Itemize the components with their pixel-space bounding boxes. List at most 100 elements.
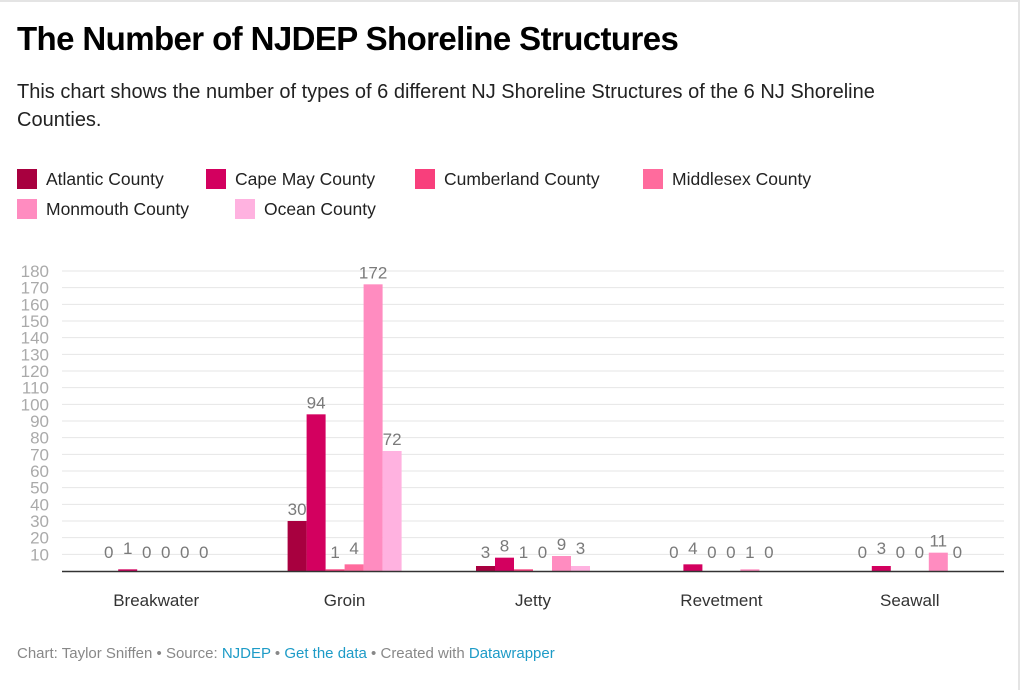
footer-separator: • (270, 645, 285, 662)
get-the-data-link[interactable]: Get the data (284, 645, 367, 662)
data-label: 172 (359, 263, 387, 282)
source-link[interactable]: NJDEP (221, 645, 271, 662)
legend-swatch (235, 199, 255, 219)
data-label: 8 (500, 537, 509, 556)
data-label: 0 (180, 543, 189, 562)
footer-byline: Chart: Taylor Sniffen (17, 645, 153, 662)
data-label: 4 (688, 539, 697, 558)
y-tick-label: 20 (30, 529, 49, 548)
bar (871, 566, 891, 571)
data-label: 1 (519, 543, 528, 562)
y-tick-label: 70 (30, 445, 49, 464)
bar (571, 566, 590, 571)
bar (552, 556, 571, 571)
footer-separator: • (152, 645, 166, 662)
bar (363, 284, 383, 571)
y-tick-label: 130 (21, 345, 49, 364)
data-label: 0 (915, 543, 924, 562)
y-tick-label: 170 (21, 279, 49, 298)
y-tick-label: 110 (22, 379, 49, 398)
y-tick-label: 180 (21, 262, 49, 281)
x-axis-ticks: Breakwater Groin Jetty Revetment Seawall (113, 591, 939, 610)
bar-chart: 1020304050607080901001101201301401501601… (21, 262, 1004, 610)
legend-swatch (206, 169, 226, 189)
data-label: 0 (707, 543, 716, 562)
legend-item-cumberland: Cumberland County (415, 169, 631, 190)
data-label: 3 (877, 539, 886, 558)
y-tick-label: 140 (21, 329, 49, 348)
y-tick-label: 80 (30, 429, 49, 448)
data-label: 0 (858, 543, 867, 562)
bar (928, 552, 948, 571)
legend-row-2: Monmouth County Ocean County (17, 199, 1007, 219)
x-tick-label: Revetment (680, 591, 762, 610)
bar (325, 569, 345, 571)
data-label: 72 (383, 430, 402, 449)
y-tick-label: 50 (30, 479, 49, 498)
bar (344, 564, 364, 571)
y-axis-ticks: 1020304050607080901001101201301401501601… (21, 262, 49, 564)
legend-swatch (17, 199, 37, 219)
data-label: 1 (123, 539, 132, 558)
data-label: 0 (199, 543, 208, 562)
legend-item-ocean: Ocean County (235, 199, 376, 220)
bar (514, 569, 533, 571)
footer-source-label: Source: (165, 645, 222, 662)
x-tick-label: Seawall (880, 591, 940, 610)
footer: Chart: Taylor Sniffen • Source: NJDEP • … (17, 645, 555, 662)
datawrapper-link[interactable]: Datawrapper (468, 645, 555, 662)
y-tick-label: 160 (21, 295, 49, 314)
data-label: 11 (929, 532, 947, 551)
y-tick-label: 30 (30, 512, 49, 531)
y-tick-label: 90 (30, 412, 49, 431)
legend-label: Atlantic County (46, 168, 164, 189)
data-label: 0 (104, 543, 113, 562)
chart-subtitle: This chart shows the number of types of … (17, 81, 875, 131)
bar (476, 566, 495, 571)
y-tick-label: 10 (30, 545, 49, 564)
legend-label: Cumberland County (444, 168, 600, 189)
legend-swatch (643, 169, 663, 189)
legend-item-middlesex: Middlesex County (643, 169, 811, 190)
gridlines (62, 270, 1004, 555)
legend-item-cape-may: Cape May County (206, 169, 403, 190)
data-label: 9 (557, 535, 566, 554)
data-label: 0 (726, 543, 735, 562)
legend-label: Ocean County (264, 198, 376, 219)
bar (495, 557, 514, 571)
data-label: 0 (669, 543, 678, 562)
y-tick-label: 40 (30, 495, 49, 514)
bar (683, 564, 703, 571)
data-label: 94 (307, 393, 326, 412)
chart-title: The Number of NJDEP Shoreline Structures (17, 20, 679, 57)
x-tick-label: Breakwater (113, 591, 199, 610)
y-tick-label: 120 (21, 362, 49, 381)
legend-swatch (415, 169, 435, 189)
y-tick-label: 150 (21, 312, 49, 331)
bar (306, 414, 326, 571)
data-label: 0 (896, 543, 905, 562)
legend: Atlantic County Cape May County Cumberla… (17, 169, 1007, 229)
data-label: 4 (349, 539, 358, 558)
data-label: 3 (576, 539, 585, 558)
data-label: 0 (953, 543, 962, 562)
data-label: 3 (481, 543, 490, 562)
bar (740, 569, 760, 571)
data-label: 0 (142, 543, 151, 562)
x-tick-label: Jetty (515, 591, 551, 610)
legend-swatch (17, 169, 37, 189)
data-label: 30 (288, 500, 307, 519)
legend-row-1: Atlantic County Cape May County Cumberla… (17, 169, 1007, 189)
y-tick-label: 100 (21, 395, 49, 414)
legend-label: Middlesex County (672, 168, 812, 189)
x-tick-label: Groin (324, 591, 366, 610)
y-tick-label: 60 (30, 462, 49, 481)
legend-label: Monmouth County (46, 198, 189, 219)
data-label: 0 (538, 543, 547, 562)
bar (118, 569, 138, 571)
footer-created-with: Created with (380, 645, 469, 662)
data-label: 0 (764, 543, 773, 562)
data-label: 1 (330, 543, 339, 562)
